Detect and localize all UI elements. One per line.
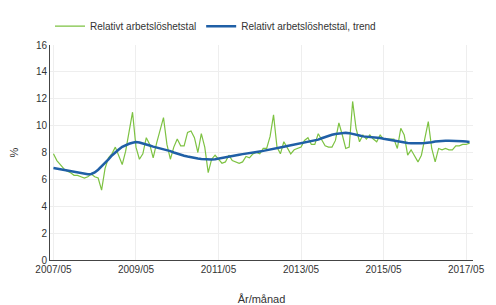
svg-text:2015/05: 2015/05 [366, 264, 403, 275]
svg-text:4: 4 [41, 201, 47, 212]
svg-text:12: 12 [36, 93, 48, 104]
svg-text:0: 0 [41, 255, 47, 266]
svg-text:År/månad: År/månad [238, 293, 286, 305]
svg-text:Relativt arbetslöshetstal, tre: Relativt arbetslöshetstal, trend [241, 21, 376, 32]
svg-text:8: 8 [41, 147, 47, 158]
svg-text:2009/05: 2009/05 [118, 264, 155, 275]
svg-text:16: 16 [36, 40, 48, 51]
svg-text:2007/05: 2007/05 [35, 264, 72, 275]
svg-text:6: 6 [41, 174, 47, 185]
svg-text:14: 14 [36, 66, 48, 77]
svg-text:2011/05: 2011/05 [201, 264, 237, 275]
svg-text:Relativt arbetslöshetstal: Relativt arbetslöshetstal [90, 21, 196, 32]
svg-text:%: % [8, 147, 20, 157]
svg-text:2013/05: 2013/05 [283, 264, 320, 275]
svg-text:10: 10 [36, 120, 48, 131]
svg-text:2017/05: 2017/05 [448, 264, 485, 275]
svg-text:2: 2 [41, 228, 47, 239]
